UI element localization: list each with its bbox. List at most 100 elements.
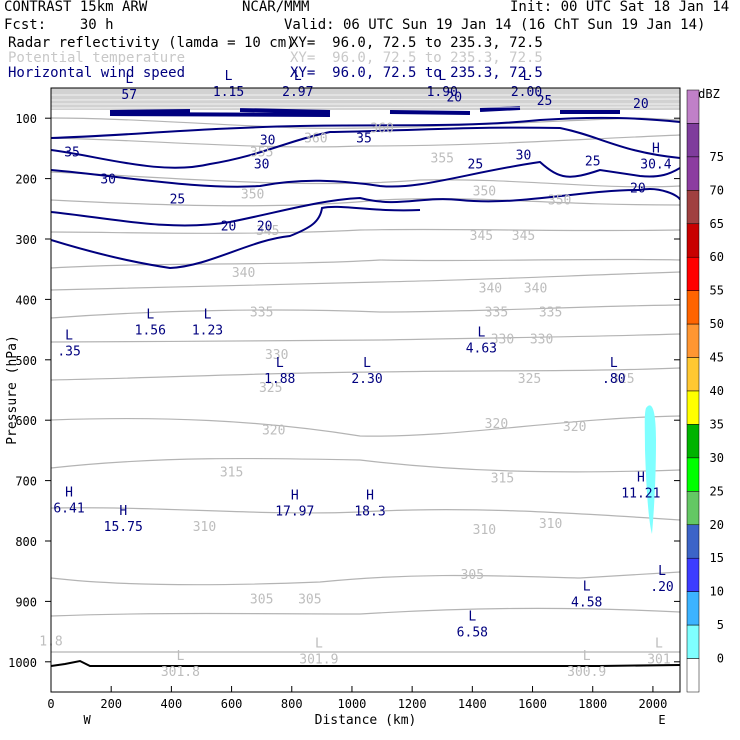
extremum-marker: L bbox=[204, 308, 212, 323]
theta-contour-label: 330 bbox=[491, 333, 514, 348]
colorbar-level-label: 75 bbox=[710, 150, 724, 164]
extremum-value: 57 bbox=[121, 88, 137, 103]
theta-contour-label: 340 bbox=[232, 266, 255, 281]
theta-contour-label: 345 bbox=[512, 229, 535, 244]
colorbar-swatch bbox=[686, 591, 700, 626]
colorbar-level-label: 35 bbox=[710, 417, 724, 431]
wind-contour-label: 30 bbox=[516, 148, 532, 163]
colorbar-level-label: 55 bbox=[710, 284, 724, 298]
extremum-value: 1.88 bbox=[264, 372, 295, 387]
wind-contour-label: 35 bbox=[64, 145, 80, 160]
colorbar-level-label: 30 bbox=[710, 451, 724, 465]
extremum-marker: H bbox=[637, 471, 645, 486]
wind-contour-label: 25 bbox=[170, 193, 186, 208]
theta-contour-label: 320 bbox=[262, 423, 285, 438]
wind-contour-label: 20 bbox=[221, 220, 237, 235]
theta-contour-label: 325 bbox=[259, 381, 282, 396]
x-tick-label: 2000 bbox=[638, 697, 667, 711]
legend-reflectivity-field: Radar reflectivity (lamda = 10 cm) bbox=[8, 35, 295, 51]
extremum-value: 1.56 bbox=[135, 324, 166, 339]
extremum-value: 17.97 bbox=[275, 505, 314, 520]
theta-contour-label: 310 bbox=[193, 520, 216, 535]
theta-contour-label: 305 bbox=[250, 592, 273, 607]
colorbar-level-label: 10 bbox=[710, 585, 724, 599]
theta-contour-label: 320 bbox=[563, 420, 586, 435]
colorbar-swatch bbox=[686, 223, 700, 258]
terrain-surface bbox=[51, 659, 680, 667]
theta-contour-label: 360 bbox=[370, 121, 393, 136]
colorbar-level-label: 5 bbox=[717, 618, 724, 632]
wind-contour-label: 30 bbox=[254, 158, 270, 173]
extremum-marker: H bbox=[291, 489, 299, 504]
theta-contour-label: 330 bbox=[530, 333, 553, 348]
top-band-theta-lines bbox=[51, 94, 680, 109]
x-axis-label: Distance (km) bbox=[315, 713, 417, 728]
extremum-value: 11.21 bbox=[621, 487, 660, 502]
colorbar-level-label: 45 bbox=[710, 351, 724, 365]
extremum-marker: L bbox=[468, 610, 476, 625]
extremum-marker: L bbox=[655, 637, 663, 652]
extremum-value: 4.58 bbox=[571, 595, 602, 610]
theta-contour-label: 310 bbox=[473, 523, 496, 538]
extremum-marker: H bbox=[652, 141, 660, 156]
theta-contour-label: 325 bbox=[518, 372, 541, 387]
x-tick-label: 800 bbox=[281, 697, 303, 711]
legend-reflectivity-xy: XY= 96.0, 72.5 to 235.3, 72.5 bbox=[290, 35, 543, 51]
colorbar-swatch bbox=[686, 256, 700, 291]
extremum-marker: L bbox=[610, 356, 618, 371]
extremum-value: 301 bbox=[647, 653, 670, 668]
colorbar-swatch bbox=[686, 457, 700, 492]
extremum-marker: L bbox=[146, 308, 154, 323]
extremum-value: 1.15 bbox=[213, 85, 244, 100]
theta-contour-label: 360 bbox=[304, 132, 327, 147]
extremum-value: .35 bbox=[57, 345, 80, 360]
colorbar-swatch bbox=[686, 624, 700, 659]
top-band-wind-streaks bbox=[109, 106, 620, 117]
colorbar-swatch bbox=[686, 658, 700, 693]
theta-contour-label: 330 bbox=[265, 348, 288, 363]
extremum-value: 2.00 bbox=[511, 85, 542, 100]
x-tick-label: 1000 bbox=[338, 697, 367, 711]
extremum-value: 300.9 bbox=[567, 665, 606, 680]
colorbar-level-label: 50 bbox=[710, 317, 724, 331]
wind-contour-label: 20 bbox=[630, 182, 646, 197]
theta-contour-label: 340 bbox=[479, 281, 502, 296]
y-tick-label: 700 bbox=[15, 475, 37, 489]
y-tick-label: 300 bbox=[15, 233, 37, 247]
theta-contour-label: 335 bbox=[250, 305, 273, 320]
y-tick-label: 400 bbox=[15, 293, 37, 307]
x-tick-label: 1600 bbox=[518, 697, 547, 711]
colorbar-swatch bbox=[686, 290, 700, 325]
extremum-marker: H bbox=[119, 504, 127, 519]
theta-contour-label: 345 bbox=[256, 224, 279, 239]
extremum-value: 18.3 bbox=[354, 505, 385, 520]
extremum-value: 2.30 bbox=[351, 372, 382, 387]
extremum-marker: L bbox=[477, 326, 485, 341]
legend-wind-xy: XY= 96.0, 72.5 to 235.3, 72.5 bbox=[290, 65, 543, 81]
wind-contour-label: 20 bbox=[633, 97, 649, 112]
extremum-marker: L bbox=[583, 649, 591, 664]
extremum-marker: L bbox=[363, 356, 371, 371]
org-label: NCAR/MMM bbox=[242, 0, 310, 15]
y-tick-label: 600 bbox=[15, 414, 37, 428]
extremum-value: .20 bbox=[650, 580, 673, 595]
model-title: CONTRAST 15km ARW bbox=[4, 0, 148, 15]
extremum-marker: L bbox=[583, 579, 591, 594]
colorbar-swatch bbox=[686, 323, 700, 358]
wind-contour-label: 20 bbox=[446, 90, 462, 105]
x-tick-label: 200 bbox=[100, 697, 122, 711]
theta-contour-label: 325 bbox=[611, 372, 634, 387]
x-tick-label: 1800 bbox=[578, 697, 607, 711]
theta-contour-label: 335 bbox=[539, 305, 562, 320]
extremum-value: 6.41 bbox=[53, 502, 84, 517]
extremum-marker: L bbox=[176, 649, 184, 664]
east-endpoint-label: E bbox=[658, 713, 665, 727]
wind-contours bbox=[51, 116, 680, 270]
extremum-value: 4.63 bbox=[466, 342, 497, 357]
colorbar-level-label: 70 bbox=[710, 183, 724, 197]
extremum-marker: L bbox=[658, 564, 666, 579]
extremum-value: 15.75 bbox=[104, 520, 143, 535]
colorbar-swatch bbox=[686, 557, 700, 592]
y-tick-label: 100 bbox=[15, 112, 37, 126]
y-tick-label: 900 bbox=[15, 595, 37, 609]
